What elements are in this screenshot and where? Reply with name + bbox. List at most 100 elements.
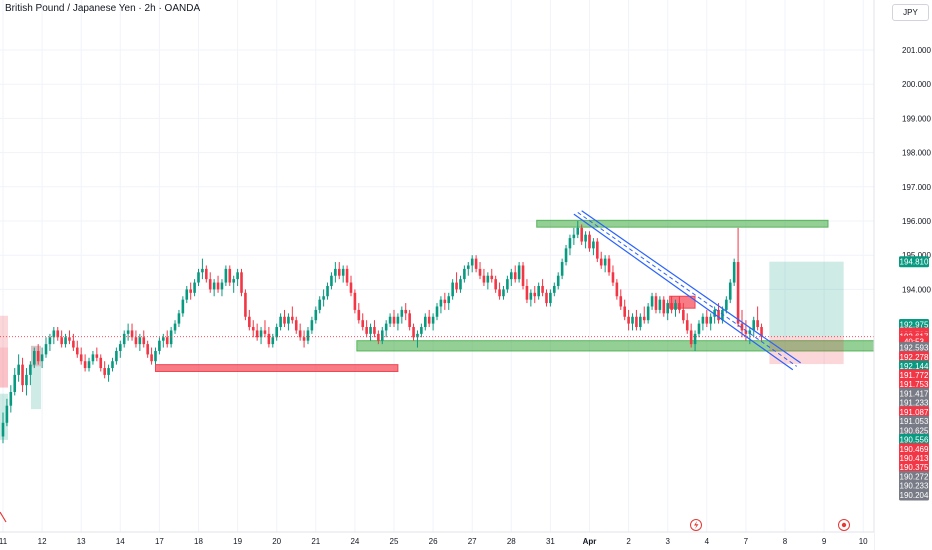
candle-body bbox=[443, 299, 447, 304]
candle-body bbox=[232, 279, 235, 283]
candle-body bbox=[72, 340, 75, 348]
candle-body bbox=[193, 282, 196, 293]
candle-body bbox=[165, 337, 169, 345]
x-tick-label: 3 bbox=[665, 537, 670, 546]
symbol-title[interactable]: British Pound / Japanese Yen · 2h · OAND… bbox=[5, 3, 201, 14]
time-axis[interactable]: 11 12 13 14 17 18 19 20 21 24 25 26 27 28 31 Apr 2 3 4 7 8 9 1… bbox=[0, 531, 874, 550]
candle-body bbox=[533, 292, 537, 297]
candle-body bbox=[721, 309, 724, 321]
candle-body bbox=[470, 258, 474, 266]
price-tag bbox=[899, 387, 929, 399]
price-tag-label: 194.810 bbox=[900, 258, 929, 267]
candle-body bbox=[79, 354, 83, 362]
candle-body bbox=[478, 268, 482, 276]
candle-body bbox=[400, 309, 404, 317]
candle-body bbox=[482, 275, 486, 283]
currency-button[interactable]: JPY bbox=[892, 4, 929, 21]
candle-body bbox=[322, 296, 325, 300]
candle-body bbox=[91, 354, 95, 362]
candle-body bbox=[584, 234, 587, 242]
candle-body bbox=[220, 282, 224, 290]
candle-body bbox=[451, 282, 454, 297]
candle-body bbox=[158, 340, 161, 351]
candle-body bbox=[588, 234, 591, 249]
candle-body bbox=[466, 265, 470, 269]
candle-body bbox=[521, 265, 525, 286]
x-tick-label: 20 bbox=[272, 537, 281, 546]
price-axis[interactable]: 201.000 200.000 199.000 198.000 197.000 196.0… bbox=[873, 0, 932, 550]
candle-body bbox=[658, 299, 662, 310]
candle-body bbox=[463, 268, 466, 280]
candle-body bbox=[201, 268, 204, 273]
candle-body bbox=[181, 299, 185, 314]
candle-body bbox=[701, 316, 705, 324]
x-tick-label: 14 bbox=[116, 537, 125, 546]
position-stop-area bbox=[769, 336, 844, 365]
y-tick-label: 199.000 bbox=[902, 114, 931, 123]
price-tag bbox=[899, 406, 929, 418]
candle-body bbox=[678, 303, 681, 310]
price-tag bbox=[899, 369, 929, 381]
candle-body bbox=[756, 320, 759, 328]
candle-body bbox=[685, 320, 689, 331]
price-tag-label: 191.087 bbox=[900, 408, 929, 417]
candle-body bbox=[627, 316, 630, 324]
price-tag-label: 190.272 bbox=[900, 472, 929, 481]
position-left-stop-area bbox=[0, 347, 8, 388]
price-tag bbox=[899, 397, 929, 409]
candle-body bbox=[713, 309, 716, 317]
candle-body bbox=[162, 337, 165, 341]
candle-body bbox=[205, 268, 208, 280]
x-tick-label: 21 bbox=[311, 537, 320, 546]
candle-body bbox=[455, 282, 458, 290]
candle-body bbox=[83, 361, 87, 369]
candle-body bbox=[545, 292, 548, 304]
candle-body bbox=[592, 241, 595, 249]
candle-body bbox=[549, 292, 552, 304]
x-tick-label: 10 bbox=[859, 537, 868, 546]
position-left-target-area bbox=[31, 345, 41, 410]
position-target-area bbox=[769, 261, 844, 337]
candle-body bbox=[717, 309, 720, 321]
x-tick-label: 12 bbox=[38, 537, 47, 546]
x-tick-label: 19 bbox=[233, 537, 242, 546]
time-axis-bg bbox=[0, 532, 874, 550]
candle-body bbox=[510, 272, 513, 280]
candle-body bbox=[435, 306, 439, 317]
candle-body bbox=[560, 262, 564, 276]
price-tag-label: 191.753 bbox=[900, 380, 929, 389]
event-icon bbox=[838, 519, 850, 531]
candle-body bbox=[353, 292, 357, 310]
candle-body bbox=[502, 289, 505, 297]
x-tick-label: 24 bbox=[350, 537, 359, 546]
candle-body bbox=[568, 238, 572, 249]
zone-support bbox=[356, 340, 932, 352]
candle-body bbox=[474, 258, 478, 269]
chart-drawings bbox=[0, 210, 874, 523]
candle-body bbox=[662, 299, 666, 314]
chart-grid bbox=[0, 0, 874, 532]
candle-body bbox=[486, 275, 490, 283]
price-tag-label: 190.625 bbox=[900, 426, 929, 435]
candle-body bbox=[498, 289, 501, 297]
price-tag bbox=[899, 378, 929, 390]
candle-body bbox=[646, 306, 650, 321]
price-tag bbox=[899, 489, 929, 501]
x-tick-label: 8 bbox=[783, 537, 788, 546]
x-tick-label: 26 bbox=[429, 537, 438, 546]
candle-body bbox=[306, 330, 310, 341]
candle-body bbox=[36, 350, 40, 362]
price-tag bbox=[899, 424, 929, 436]
x-tick-label: 18 bbox=[194, 537, 203, 546]
candle-body bbox=[279, 316, 282, 328]
candle-body bbox=[423, 316, 427, 328]
candle-body bbox=[64, 337, 67, 345]
candle-body bbox=[576, 227, 580, 235]
candle-body bbox=[650, 296, 654, 307]
price-tag bbox=[899, 443, 929, 455]
candle-body bbox=[431, 316, 435, 324]
price-tag-label: 190.469 bbox=[900, 445, 929, 454]
candle-body bbox=[642, 316, 646, 321]
candle-body bbox=[236, 272, 239, 280]
